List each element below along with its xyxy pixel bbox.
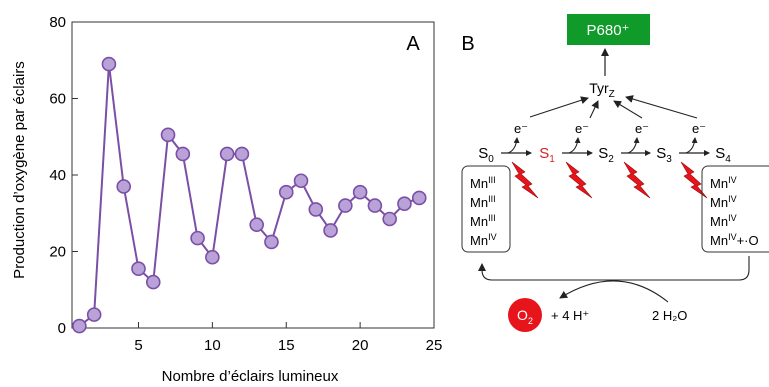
panel-a-label: A — [406, 33, 420, 55]
data-point — [278, 184, 294, 200]
mn-s4-line4: MnIV+·O — [710, 232, 759, 248]
transition-s0-s1 — [501, 137, 532, 156]
mn-s4-line1: MnIV — [710, 175, 737, 191]
x-axis-label: Nombre d’éclairs lumineux — [162, 368, 339, 385]
lightning-icon — [565, 161, 593, 199]
x-tick-label: 20 — [352, 337, 369, 354]
data-point — [131, 261, 146, 277]
x-tick-label: 25 — [426, 337, 443, 354]
plot-frame — [71, 21, 435, 329]
mn-s0-line2: MnIII — [470, 194, 496, 210]
y-tick-label: 80 — [49, 14, 66, 31]
y-ticks: 0 20 40 60 80 — [49, 14, 78, 337]
transition-s2-s3 — [621, 137, 651, 156]
data-point — [338, 198, 353, 213]
electron-label-2: e⁻ — [575, 121, 589, 136]
data-point — [397, 196, 412, 211]
state-s3: S3 — [656, 145, 672, 165]
p680-label: P680⁺ — [587, 22, 630, 39]
data-point — [323, 223, 338, 238]
arrow-to-tyrz-3 — [613, 100, 643, 119]
mn-s4-line2: MnIV — [710, 194, 737, 210]
data-point — [190, 230, 205, 246]
series-line — [78, 63, 420, 327]
panel-a-chart: 5 10 15 20 25 0 20 40 60 80 A Nombre d’éclairs l… — [11, 14, 442, 385]
data-point — [234, 146, 250, 162]
cycle-return-arrow — [478, 256, 750, 281]
panel-b-label: B — [461, 33, 474, 55]
data-point — [308, 202, 324, 217]
data-point — [72, 318, 87, 334]
p680-box — [567, 14, 650, 45]
data-point — [411, 190, 427, 206]
data-points — [72, 56, 427, 334]
lightning-icon — [680, 161, 708, 199]
y-tick-label: 20 — [49, 244, 66, 261]
mn-box-s0 — [461, 165, 511, 253]
state-s4: S4 — [715, 145, 731, 165]
arrow-to-tyrz-2 — [589, 100, 599, 119]
o2-circle — [508, 298, 542, 332]
electron-label-1: e⁻ — [514, 121, 528, 136]
data-point — [116, 179, 132, 194]
data-point — [175, 146, 191, 162]
o2-label: O2 — [517, 307, 533, 326]
state-s1: S1 — [539, 145, 555, 165]
electron-label-3: e⁻ — [635, 121, 649, 136]
y-tick-label: 0 — [58, 320, 66, 337]
data-point — [249, 217, 264, 233]
mn-s0-line4: MnIV — [470, 232, 497, 248]
mn-box-s4 — [701, 165, 769, 253]
mn-s0-line1: MnIII — [470, 175, 496, 191]
mn-s0-line3: MnIII — [470, 213, 496, 229]
y-axis-label: Production d’oxygène par éclairs — [11, 61, 28, 279]
lightning-icon — [623, 161, 651, 199]
data-point — [352, 184, 368, 200]
state-s0: S0 — [478, 145, 494, 165]
data-point — [101, 56, 117, 72]
transition-s1-s2 — [562, 137, 593, 156]
data-point — [264, 234, 279, 250]
data-point — [145, 274, 161, 290]
protons-label: + 4 H⁺ — [551, 308, 589, 323]
tyrz-label: TyrZ — [589, 80, 615, 100]
y-tick-label: 40 — [49, 167, 66, 184]
x-tick-label: 5 — [134, 337, 142, 354]
mn-s4-line3: MnIV — [710, 213, 737, 229]
water-splitting-arrow — [559, 280, 669, 303]
data-point — [86, 307, 102, 322]
panel-b-diagram: B P680⁺ TyrZ e⁻ e⁻ e⁻ e⁻ S0 S1 S2 S3 S4 — [461, 14, 769, 332]
data-point — [293, 173, 309, 189]
arrow-to-tyrz-4 — [625, 95, 698, 119]
state-s2: S2 — [598, 145, 614, 165]
lightning-icon — [511, 161, 539, 199]
x-tick-label: 15 — [278, 337, 295, 354]
x-tick-label: 10 — [204, 337, 221, 354]
y-tick-label: 60 — [49, 91, 66, 108]
data-point — [205, 249, 220, 265]
x-ticks: 5 10 15 20 25 — [134, 322, 442, 354]
electron-label-4: e⁻ — [692, 121, 706, 136]
water-label: 2 H₂O — [652, 308, 687, 323]
arrow-to-tyrz-1 — [529, 96, 589, 118]
data-point — [219, 146, 235, 162]
data-point — [367, 198, 383, 213]
light-flash-bolts — [511, 161, 708, 199]
data-point — [382, 211, 397, 227]
data-point — [160, 127, 176, 143]
transition-s3-s4 — [679, 137, 710, 156]
